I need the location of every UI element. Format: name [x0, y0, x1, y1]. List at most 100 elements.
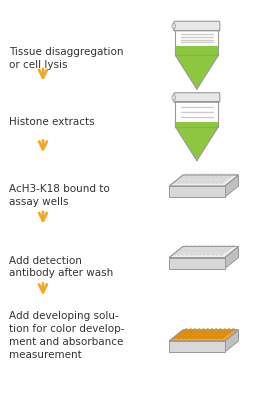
Ellipse shape [172, 182, 175, 184]
Ellipse shape [187, 253, 189, 254]
Ellipse shape [212, 181, 215, 183]
Ellipse shape [216, 336, 219, 338]
Ellipse shape [211, 334, 214, 335]
Ellipse shape [193, 245, 196, 247]
Ellipse shape [220, 179, 223, 180]
Ellipse shape [196, 178, 199, 179]
Ellipse shape [217, 332, 220, 334]
Ellipse shape [205, 249, 207, 250]
Ellipse shape [205, 245, 208, 247]
Ellipse shape [181, 331, 184, 333]
Ellipse shape [195, 250, 197, 252]
Ellipse shape [203, 334, 205, 335]
Ellipse shape [208, 330, 211, 332]
Ellipse shape [226, 249, 229, 250]
Ellipse shape [202, 337, 205, 339]
Ellipse shape [221, 253, 223, 254]
Ellipse shape [172, 337, 175, 339]
Polygon shape [224, 246, 237, 269]
Ellipse shape [204, 330, 207, 332]
Ellipse shape [174, 181, 177, 183]
Ellipse shape [221, 175, 224, 176]
Ellipse shape [185, 337, 188, 339]
Ellipse shape [214, 174, 217, 175]
Ellipse shape [188, 178, 190, 179]
Ellipse shape [189, 245, 191, 247]
Ellipse shape [176, 335, 178, 336]
Ellipse shape [195, 246, 198, 248]
Ellipse shape [208, 175, 211, 176]
Ellipse shape [231, 245, 234, 247]
Ellipse shape [200, 330, 202, 332]
Ellipse shape [201, 245, 204, 247]
Ellipse shape [178, 336, 181, 338]
Ellipse shape [184, 335, 187, 336]
Ellipse shape [214, 329, 217, 330]
Polygon shape [168, 175, 237, 186]
Ellipse shape [211, 248, 213, 249]
Ellipse shape [229, 246, 232, 248]
Ellipse shape [191, 246, 194, 248]
Ellipse shape [205, 252, 208, 253]
Ellipse shape [200, 178, 203, 179]
Text: Add detection
antibody after wash: Add detection antibody after wash [9, 256, 113, 278]
Ellipse shape [223, 331, 226, 333]
Ellipse shape [187, 175, 189, 176]
Ellipse shape [223, 248, 226, 249]
Ellipse shape [195, 175, 198, 176]
Ellipse shape [184, 174, 187, 175]
Ellipse shape [184, 329, 187, 330]
Polygon shape [168, 341, 224, 352]
Ellipse shape [212, 175, 215, 176]
Ellipse shape [214, 180, 217, 182]
Ellipse shape [216, 250, 218, 252]
Ellipse shape [194, 254, 196, 256]
Ellipse shape [205, 335, 208, 336]
Ellipse shape [224, 334, 227, 335]
Ellipse shape [228, 176, 230, 178]
Ellipse shape [189, 254, 192, 256]
Ellipse shape [223, 252, 225, 253]
Polygon shape [168, 246, 237, 258]
Ellipse shape [205, 174, 208, 175]
Text: Tissue disaggregation
or cell lysis: Tissue disaggregation or cell lysis [9, 47, 123, 70]
Ellipse shape [212, 253, 215, 254]
Ellipse shape [195, 253, 198, 254]
Polygon shape [224, 330, 237, 352]
Polygon shape [224, 175, 237, 197]
Ellipse shape [194, 248, 196, 249]
Ellipse shape [198, 248, 201, 249]
Ellipse shape [215, 254, 217, 256]
Ellipse shape [219, 182, 221, 184]
Ellipse shape [185, 176, 188, 178]
Ellipse shape [191, 253, 194, 254]
Ellipse shape [188, 249, 190, 250]
Ellipse shape [174, 253, 177, 254]
Ellipse shape [189, 176, 192, 178]
Ellipse shape [198, 331, 201, 333]
Ellipse shape [193, 335, 195, 336]
Ellipse shape [204, 175, 207, 176]
Ellipse shape [214, 252, 217, 253]
Ellipse shape [204, 181, 206, 183]
Ellipse shape [197, 335, 200, 336]
Ellipse shape [199, 253, 202, 254]
Ellipse shape [201, 180, 204, 182]
Ellipse shape [184, 180, 187, 182]
Ellipse shape [185, 182, 188, 184]
Ellipse shape [205, 332, 207, 334]
Ellipse shape [190, 334, 193, 335]
Circle shape [171, 95, 175, 100]
Ellipse shape [178, 250, 180, 252]
Ellipse shape [201, 335, 204, 336]
Circle shape [171, 23, 175, 29]
Ellipse shape [227, 174, 229, 175]
Ellipse shape [202, 254, 205, 256]
Ellipse shape [172, 254, 175, 256]
Ellipse shape [211, 331, 213, 333]
Ellipse shape [187, 330, 189, 332]
Ellipse shape [215, 176, 217, 178]
Ellipse shape [190, 179, 193, 180]
Ellipse shape [195, 336, 198, 338]
Ellipse shape [210, 174, 213, 175]
